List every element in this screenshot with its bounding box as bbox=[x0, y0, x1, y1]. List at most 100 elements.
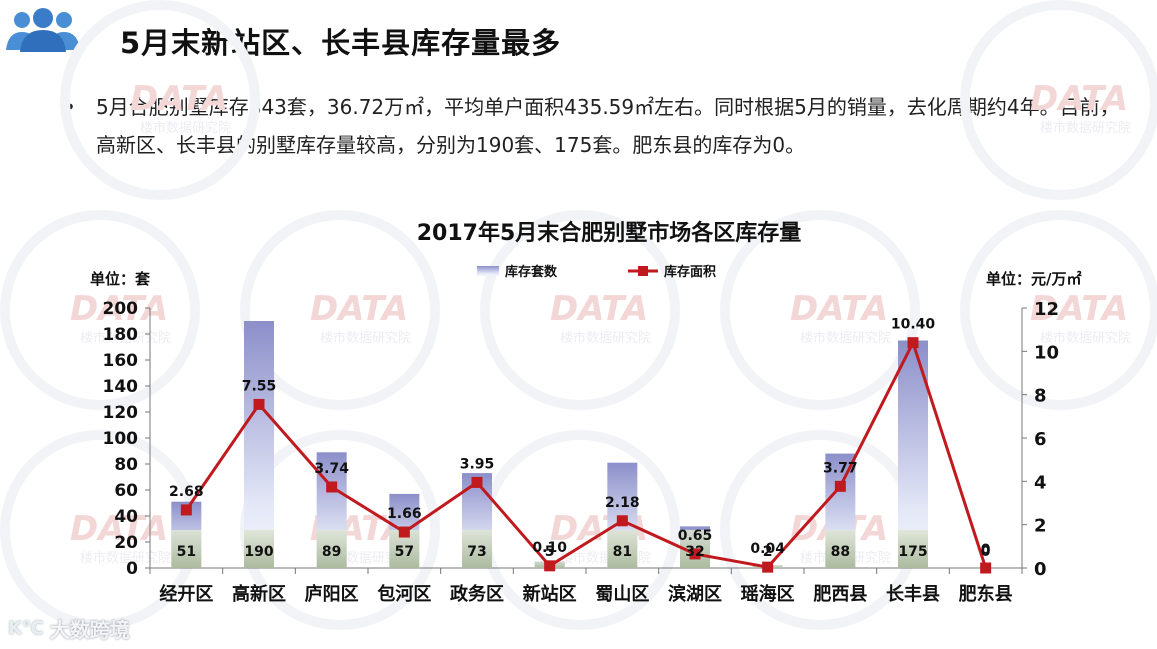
watermark-ring bbox=[720, 210, 920, 410]
line-point bbox=[907, 337, 919, 349]
line-value-label: 1.66 bbox=[387, 506, 422, 522]
brand-mark-icon: K℃ bbox=[8, 617, 44, 639]
watermark-ring bbox=[480, 210, 680, 410]
bar-value-label: 57 bbox=[395, 544, 414, 560]
line-layer bbox=[180, 337, 992, 574]
area-line bbox=[185, 338, 988, 569]
right-tick-label: 2 bbox=[1034, 516, 1047, 537]
watermark-brand: DATA bbox=[550, 289, 648, 329]
category-label: 蜀山区 bbox=[595, 584, 649, 605]
watermark-brand: DATA bbox=[310, 289, 408, 329]
line-point bbox=[980, 562, 992, 574]
left-tick-label: 160 bbox=[103, 351, 139, 371]
watermark-ring bbox=[960, 0, 1157, 200]
legend-bar-swatch bbox=[477, 266, 499, 276]
category-label: 瑶海区 bbox=[741, 583, 795, 605]
bar-base bbox=[898, 530, 928, 568]
bar-value-label: 175 bbox=[898, 544, 927, 560]
page-title: 5月末新站区、长丰县库存量最多 bbox=[120, 26, 562, 60]
category-label: 政务区 bbox=[450, 583, 504, 605]
bar-value-label: 2 bbox=[763, 544, 773, 560]
line-value-label: 3.95 bbox=[460, 456, 495, 472]
category-label: 高新区 bbox=[232, 583, 286, 605]
bar-base bbox=[316, 530, 347, 568]
bar-value-label: 81 bbox=[613, 544, 632, 560]
bar-base bbox=[462, 530, 492, 568]
watermark-sub: 楼市数据研究院 bbox=[140, 120, 231, 136]
category-label: 庐阳区 bbox=[305, 583, 359, 605]
legend-layer: 库存套数 库存面积 bbox=[477, 264, 716, 280]
line-value-label: 3.77 bbox=[823, 460, 858, 476]
bars-layer bbox=[171, 321, 928, 568]
left-tick-label: 140 bbox=[103, 377, 139, 397]
line-value-label: 0.65 bbox=[678, 528, 713, 544]
watermark-brand: DATA bbox=[790, 289, 888, 329]
left-tick-label: 200 bbox=[103, 299, 139, 319]
line-value-label: 3.74 bbox=[314, 461, 349, 477]
watermark-ring bbox=[60, 0, 260, 200]
line-value-label: 0.04 bbox=[750, 541, 785, 557]
bar-value-label: 5 bbox=[545, 544, 555, 560]
summary-bullet: • 5月合肥别墅库存843套，36.72万㎡，平均单户面积435.59㎡左右。同… bbox=[64, 88, 1128, 164]
summary-text: 5月合肥别墅库存843套，36.72万㎡，平均单户面积435.59㎡左右。同时根… bbox=[96, 95, 1120, 157]
left-tick-label: 80 bbox=[114, 455, 138, 475]
bar-value-label: 89 bbox=[322, 544, 341, 560]
category-label: 新站区 bbox=[523, 583, 577, 605]
bar-value-label: 32 bbox=[685, 544, 704, 560]
bar-value-label: 190 bbox=[244, 544, 273, 560]
watermark-sub: 楼市数据研究院 bbox=[1040, 330, 1131, 346]
bar-base bbox=[244, 530, 274, 568]
left-tick-label: 100 bbox=[103, 429, 139, 449]
watermark-sub: 楼市数据研究院 bbox=[800, 330, 891, 346]
bar-value-label: 0 bbox=[981, 544, 991, 560]
category-label: 经开区 bbox=[159, 583, 213, 605]
line-point bbox=[180, 504, 192, 516]
line-value-label: 2.18 bbox=[605, 495, 640, 511]
axes-layer: 020406080100120140160180200024681012经开区高… bbox=[103, 299, 1060, 605]
line-value-label: 7.55 bbox=[242, 378, 277, 394]
line-value-label: 10.40 bbox=[891, 317, 936, 333]
right-axis-unit: 单位：元/万㎡ bbox=[986, 270, 1081, 288]
line-point bbox=[616, 515, 628, 527]
watermark-ring bbox=[960, 210, 1157, 410]
legend-bar-label: 库存套数 bbox=[505, 264, 558, 280]
left-tick-label: 0 bbox=[126, 559, 138, 579]
watermark-brand: DATA bbox=[70, 509, 168, 549]
line-point bbox=[689, 548, 701, 560]
bar-base bbox=[825, 530, 856, 568]
watermark-sub: 楼市数据研究院 bbox=[80, 550, 171, 566]
footer-logo: K℃ 大数跨境 bbox=[8, 614, 130, 642]
line-point bbox=[544, 560, 556, 572]
watermark-ring bbox=[0, 210, 200, 410]
watermark-brand: DATA bbox=[130, 79, 228, 119]
left-tick-label: 20 bbox=[114, 533, 138, 553]
right-tick-label: 0 bbox=[1034, 559, 1047, 580]
line-point bbox=[326, 481, 338, 493]
line-point bbox=[471, 476, 483, 488]
category-label: 肥西县 bbox=[812, 584, 867, 605]
left-axis-unit: 单位：套 bbox=[90, 270, 151, 288]
category-label: 长丰县 bbox=[886, 583, 940, 605]
people-icon bbox=[6, 8, 80, 52]
category-label: 包河区 bbox=[377, 583, 431, 605]
bar-base bbox=[607, 530, 638, 568]
watermark-brand: DATA bbox=[1030, 289, 1128, 329]
category-label: 滨湖区 bbox=[668, 583, 722, 605]
line-value-label: 2.68 bbox=[169, 484, 204, 500]
right-tick-label: 6 bbox=[1034, 429, 1047, 450]
bar-base bbox=[171, 530, 202, 568]
left-tick-label: 40 bbox=[114, 507, 138, 527]
watermark-brand: DATA bbox=[70, 289, 168, 329]
footer-brand: 大数跨境 bbox=[49, 617, 130, 642]
bar bbox=[244, 321, 274, 568]
right-tick-label: 8 bbox=[1034, 386, 1047, 407]
watermark-brand: DATA bbox=[1030, 79, 1128, 119]
watermark-sub: 楼市数据研究院 bbox=[320, 330, 411, 346]
category-label: 肥东县 bbox=[958, 583, 1013, 605]
watermark-sub: 楼市数据研究院 bbox=[560, 330, 651, 346]
left-tick-label: 60 bbox=[114, 481, 138, 501]
line-value-label: 0 bbox=[981, 542, 991, 558]
right-tick-label: 4 bbox=[1034, 472, 1047, 493]
